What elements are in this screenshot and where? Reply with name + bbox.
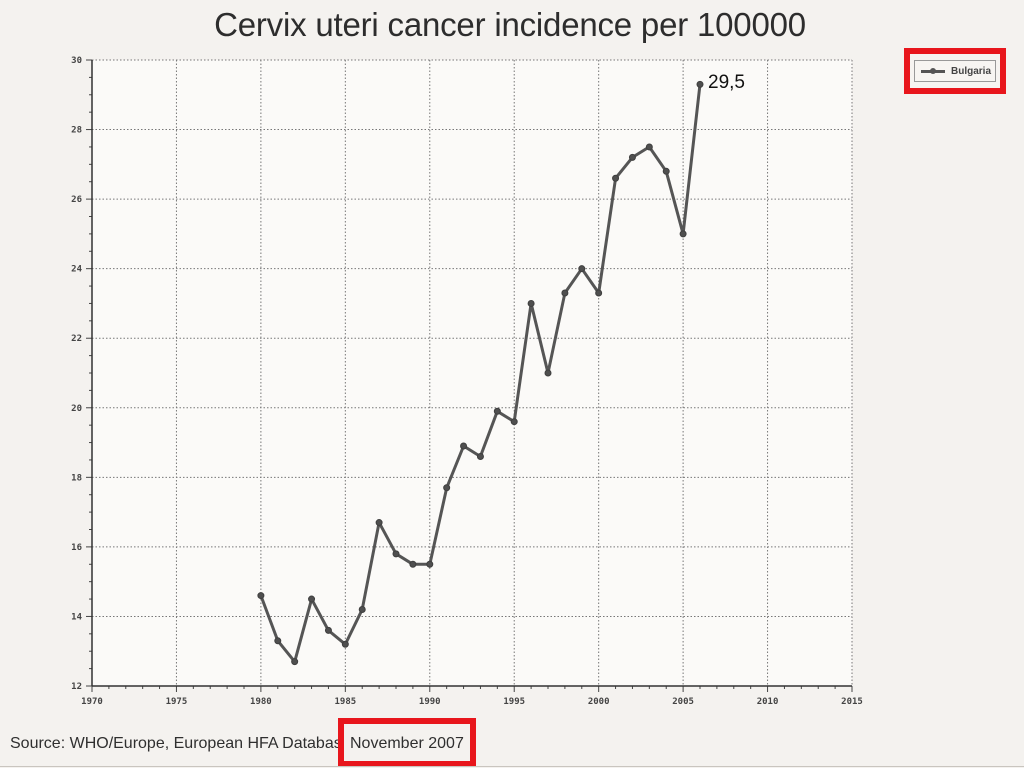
y-tick-label: 18 — [71, 473, 82, 483]
data-point — [595, 289, 603, 297]
y-tick-label: 26 — [71, 195, 82, 205]
data-point — [679, 230, 687, 238]
bottom-rule — [0, 766, 1024, 767]
x-tick-label: 1975 — [166, 697, 188, 707]
source-text: Source: WHO/Europe, European HFA Databas… — [10, 735, 351, 752]
x-tick-label: 1990 — [419, 697, 441, 707]
y-tick-label: 14 — [71, 612, 82, 622]
chart-title: Cervix uteri cancer incidence per 100000 — [214, 6, 806, 43]
data-point — [409, 560, 417, 568]
data-point — [308, 595, 316, 603]
x-tick-label: 2005 — [672, 697, 694, 707]
plot-area — [92, 60, 852, 686]
y-tick-label: 12 — [71, 682, 82, 692]
data-point — [291, 658, 299, 666]
data-point — [257, 592, 265, 600]
source-date-highlight-box: November 2007 — [338, 718, 476, 767]
data-point — [628, 153, 636, 161]
x-tick-label: 2000 — [588, 697, 610, 707]
source-date: November 2007 — [350, 735, 464, 752]
legend-highlight-box: Bulgaria — [904, 48, 1006, 94]
x-tick-label: 1980 — [250, 697, 272, 707]
data-point — [696, 80, 704, 88]
data-point — [527, 299, 535, 307]
data-point — [612, 174, 620, 182]
data-point — [392, 550, 400, 558]
legend: Bulgaria — [914, 60, 996, 82]
data-point — [476, 452, 484, 460]
data-point — [426, 560, 434, 568]
data-point — [493, 407, 501, 415]
x-tick-label: 2015 — [841, 697, 863, 707]
data-point — [645, 143, 653, 151]
data-point — [544, 369, 552, 377]
y-tick-label: 20 — [71, 404, 82, 414]
data-point — [274, 637, 282, 645]
data-point — [358, 605, 366, 613]
data-point — [578, 265, 586, 273]
data-point — [443, 484, 451, 492]
y-tick-label: 24 — [71, 265, 82, 275]
data-point — [460, 442, 468, 450]
data-point — [324, 626, 332, 634]
legend-series-line-icon — [921, 67, 945, 74]
x-tick-label: 1995 — [503, 697, 525, 707]
data-point — [375, 519, 383, 527]
y-tick-label: 30 — [71, 56, 82, 66]
data-point — [561, 289, 569, 297]
y-tick-label: 16 — [71, 543, 82, 553]
data-point — [510, 418, 518, 426]
value-annotation: 29,5 — [708, 72, 745, 93]
data-point — [662, 167, 670, 175]
legend-series-label: Bulgaria — [951, 65, 992, 77]
y-tick-label: 22 — [71, 334, 82, 344]
data-point — [341, 640, 349, 648]
x-tick-label: 1985 — [334, 697, 356, 707]
x-tick-label: 1970 — [81, 697, 103, 707]
y-tick-label: 28 — [71, 126, 82, 136]
x-tick-label: 2010 — [757, 697, 779, 707]
